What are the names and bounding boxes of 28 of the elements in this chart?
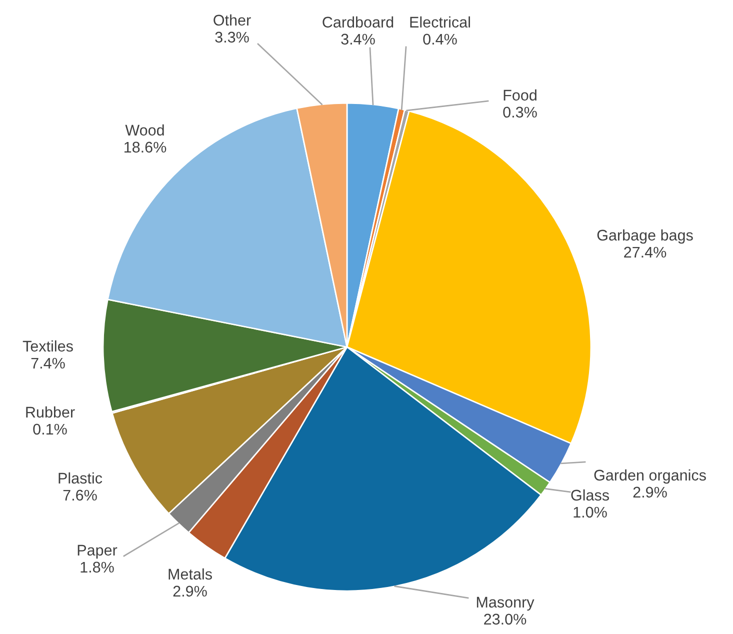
data-label: 3.3%: [215, 32, 249, 43]
slice-label: Glass: [571, 489, 609, 501]
slice-label: Wood: [125, 124, 164, 136]
slice-label: Rubber: [26, 406, 75, 418]
data-label: 7.6%: [63, 490, 97, 501]
data-label: 18.6%: [124, 142, 166, 153]
data-label: 2.9%: [633, 486, 667, 498]
slice-label: Garbage bags: [597, 229, 693, 244]
slice-label: Food: [504, 89, 536, 101]
slice-label: Garden organics: [594, 469, 706, 484]
slice-label: Masonry: [476, 596, 534, 611]
data-label: 1.8%: [80, 562, 114, 573]
slice-label: Electrical: [410, 16, 470, 28]
data-label: 3.4%: [341, 34, 375, 45]
slice-label: Plastic: [58, 472, 102, 484]
slice-label: Paper: [78, 544, 118, 559]
slice-label: Other: [214, 14, 251, 26]
slice-label: Metals: [168, 568, 212, 580]
data-label: 1.0%: [574, 506, 607, 518]
data-label: 2.9%: [173, 586, 207, 597]
data-label: 0.1%: [33, 424, 67, 435]
data-label: 7.4%: [31, 358, 65, 369]
data-label: 27.4%: [624, 246, 666, 258]
data-label: 0.4%: [423, 34, 457, 45]
data-label: 23.0%: [484, 614, 526, 625]
data-label: 0.3%: [503, 106, 537, 118]
slice-label: Cardboard: [322, 16, 394, 28]
slice-label: Textiles: [22, 340, 73, 352]
